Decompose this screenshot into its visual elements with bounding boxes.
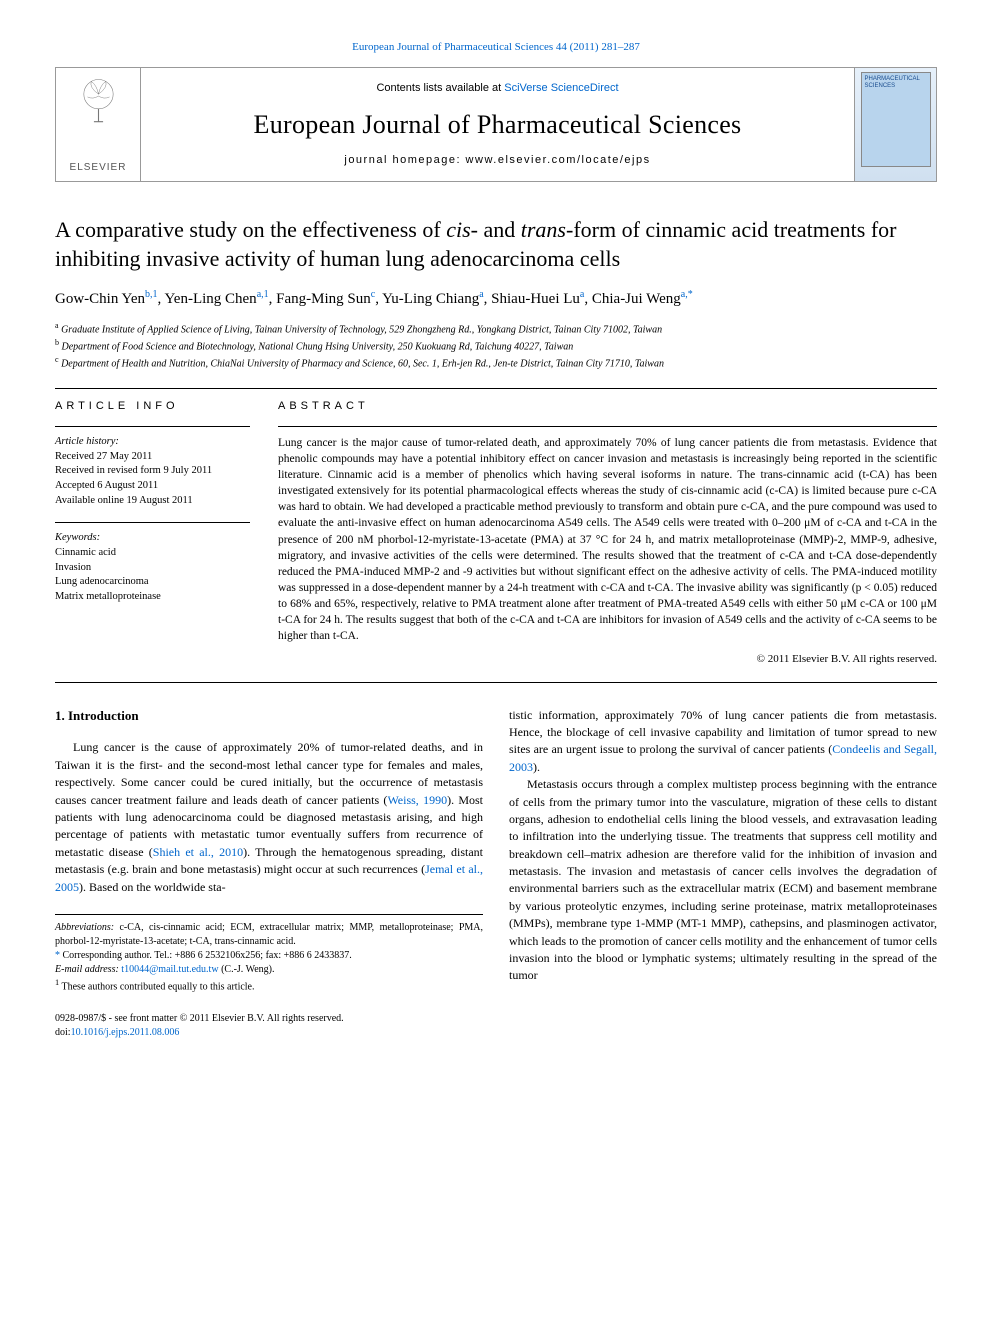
elsevier-label: ELSEVIER	[70, 161, 127, 175]
divider	[55, 426, 250, 427]
affil-sup: a,*	[681, 289, 693, 300]
affil-sup: b,1	[145, 289, 158, 300]
journal-title: European Journal of Pharmaceutical Scien…	[254, 107, 742, 143]
sciencedirect-link[interactable]: SciVerse ScienceDirect	[504, 82, 618, 94]
right-column: tistic information, approximately 70% of…	[509, 707, 937, 1041]
affiliation-a: Graduate Institute of Applied Science of…	[61, 324, 662, 335]
keywords-header: Keywords:	[55, 531, 250, 546]
meta-abstract-row: article info Article history: Received 2…	[55, 399, 937, 668]
affiliation-c: Department of Health and Nutrition, Chia…	[61, 359, 664, 370]
footnotes-block: Abbreviations: c-CA, cis-cinnamic acid; …	[55, 914, 483, 994]
affiliations: a Graduate Institute of Applied Science …	[55, 320, 937, 372]
article-title: A comparative study on the effectiveness…	[55, 216, 937, 273]
history-accepted: Accepted 6 August 2011	[55, 479, 250, 494]
doi-link[interactable]: 10.1016/j.ejps.2011.08.006	[71, 1027, 180, 1038]
body-paragraph: tistic information, approximately 70% of…	[509, 707, 937, 777]
contents-lists: Contents lists available at SciVerse Sci…	[376, 81, 618, 96]
contents-prefix: Contents lists available at	[376, 82, 504, 94]
authors-list: Gow-Chin Yenb,1, Yen-Ling Chena,1, Fang-…	[55, 288, 937, 310]
citation-link[interactable]: Weiss, 1990	[387, 793, 447, 807]
affil-sup: a	[479, 289, 483, 300]
affil-sup: a	[580, 289, 584, 300]
journal-homepage[interactable]: journal homepage: www.elsevier.com/locat…	[344, 153, 650, 168]
keyword: Matrix metalloproteinase	[55, 590, 250, 605]
copyright-line: © 2011 Elsevier B.V. All rights reserved…	[278, 652, 937, 667]
keyword: Cinnamic acid	[55, 546, 250, 561]
affil-sup: a,1	[257, 289, 269, 300]
body-two-column: 1. Introduction Lung cancer is the cause…	[55, 707, 937, 1041]
keywords-block: Keywords: Cinnamic acid Invasion Lung ad…	[55, 531, 250, 604]
divider	[55, 522, 250, 523]
abstract-text: Lung cancer is the major cause of tumor-…	[278, 435, 937, 644]
keyword: Lung adenocarcinoma	[55, 575, 250, 590]
abbreviations-footnote: Abbreviations: c-CA, cis-cinnamic acid; …	[55, 921, 483, 949]
history-online: Available online 19 August 2011	[55, 494, 250, 509]
issn-line: 0928-0987/$ - see front matter © 2011 El…	[55, 1012, 483, 1026]
divider	[55, 388, 937, 389]
journal-header: ELSEVIER Contents lists available at Sci…	[55, 67, 937, 182]
divider	[55, 682, 937, 683]
article-history: Article history: Received 27 May 2011 Re…	[55, 435, 250, 508]
abstract-column: abstract Lung cancer is the major cause …	[278, 399, 937, 668]
affil-sup: c	[371, 289, 375, 300]
elsevier-tree-icon	[71, 74, 126, 129]
history-header: Article history:	[55, 435, 250, 450]
left-column: 1. Introduction Lung cancer is the cause…	[55, 707, 483, 1041]
abstract-label: abstract	[278, 399, 937, 414]
body-paragraph: Metastasis occurs through a complex mult…	[509, 776, 937, 985]
journal-citation[interactable]: European Journal of Pharmaceutical Scien…	[55, 40, 937, 55]
history-revised: Received in revised form 9 July 2011	[55, 464, 250, 479]
citation-link[interactable]: Shieh et al., 2010	[153, 845, 243, 859]
article-info-column: article info Article history: Received 2…	[55, 399, 250, 668]
section-heading: 1. Introduction	[55, 707, 483, 726]
cover-thumbnail: PHARMACEUTICAL SCIENCES	[861, 72, 931, 167]
equal-contrib-footnote: 1 These authors contributed equally to t…	[55, 977, 483, 994]
email-footnote: E-mail address: t10044@mail.tut.edu.tw (…	[55, 963, 483, 977]
bottom-meta: 0928-0987/$ - see front matter © 2011 El…	[55, 1012, 483, 1040]
email-link[interactable]: t10044@mail.tut.edu.tw	[121, 964, 218, 975]
keyword: Invasion	[55, 561, 250, 576]
article-info-label: article info	[55, 399, 250, 414]
journal-cover: PHARMACEUTICAL SCIENCES	[854, 68, 936, 181]
history-received: Received 27 May 2011	[55, 450, 250, 465]
doi-label: doi:	[55, 1027, 71, 1038]
corresponding-footnote: * Corresponding author. Tel.: +886 6 253…	[55, 949, 483, 963]
divider	[278, 426, 937, 427]
elsevier-logo-block: ELSEVIER	[56, 68, 141, 181]
affiliation-b: Department of Food Science and Biotechno…	[62, 341, 574, 352]
body-paragraph: Lung cancer is the cause of approximatel…	[55, 739, 483, 896]
header-center: Contents lists available at SciVerse Sci…	[141, 68, 854, 181]
